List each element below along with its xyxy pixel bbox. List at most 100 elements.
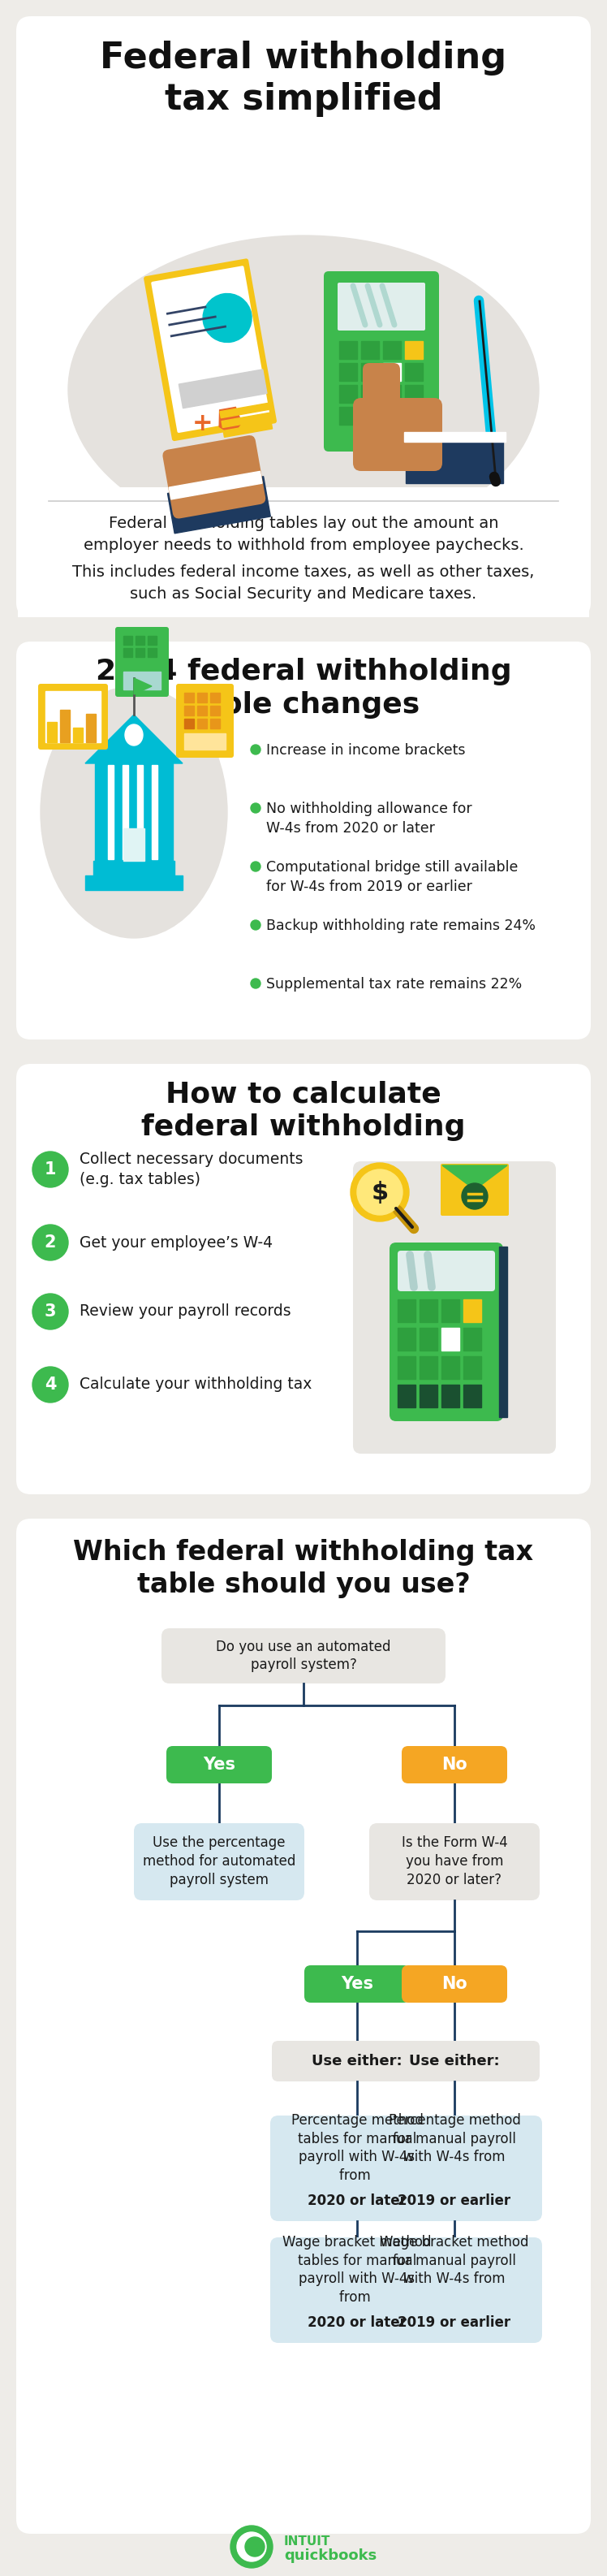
Text: 4: 4 xyxy=(44,1376,56,1394)
Text: Supplemental tax rate remains 22%: Supplemental tax rate remains 22% xyxy=(266,976,522,992)
Bar xyxy=(123,765,128,860)
FancyBboxPatch shape xyxy=(151,265,270,433)
FancyBboxPatch shape xyxy=(368,2239,542,2344)
Bar xyxy=(398,1298,415,1321)
Text: Collect necessary documents
(e.g. tax tables): Collect necessary documents (e.g. tax ta… xyxy=(80,1151,303,1188)
Bar xyxy=(383,340,401,358)
FancyBboxPatch shape xyxy=(16,641,591,1041)
Ellipse shape xyxy=(125,724,143,744)
Bar xyxy=(135,649,144,657)
Text: Percentage method
for manual payroll
with W-4s from: Percentage method for manual payroll wit… xyxy=(388,2112,521,2184)
Bar xyxy=(441,1355,459,1378)
FancyBboxPatch shape xyxy=(144,258,277,440)
Circle shape xyxy=(251,744,260,755)
Bar xyxy=(441,1386,459,1406)
Bar xyxy=(222,412,271,428)
Bar xyxy=(148,636,157,644)
Bar xyxy=(419,1355,438,1378)
Bar xyxy=(361,363,379,381)
FancyBboxPatch shape xyxy=(441,1164,509,1216)
Bar xyxy=(148,649,157,657)
Text: No: No xyxy=(441,1976,467,1991)
Circle shape xyxy=(203,294,252,343)
Bar xyxy=(405,340,423,358)
Text: 2019 or earlier: 2019 or earlier xyxy=(398,2195,511,2208)
Bar xyxy=(398,1355,415,1378)
Bar xyxy=(197,693,207,703)
FancyBboxPatch shape xyxy=(390,1242,503,1422)
Text: 3: 3 xyxy=(44,1303,56,1319)
Text: 2024 federal withholding
table changes: 2024 federal withholding table changes xyxy=(95,657,512,719)
Bar xyxy=(383,384,401,402)
Bar xyxy=(405,363,423,381)
Bar xyxy=(184,706,194,716)
Text: Computational bridge still available
for W-4s from 2019 or earlier: Computational bridge still available for… xyxy=(266,860,518,894)
Bar xyxy=(339,340,357,358)
FancyBboxPatch shape xyxy=(402,1747,507,1783)
Bar xyxy=(398,1386,415,1406)
FancyBboxPatch shape xyxy=(337,283,426,330)
FancyBboxPatch shape xyxy=(176,683,234,757)
Text: No: No xyxy=(441,1757,467,1772)
Bar xyxy=(463,1355,481,1378)
Circle shape xyxy=(32,1151,68,1188)
FancyBboxPatch shape xyxy=(161,1628,446,1685)
Text: INTUIT: INTUIT xyxy=(284,2535,331,2548)
Bar xyxy=(405,435,503,484)
Bar xyxy=(60,711,70,742)
Polygon shape xyxy=(168,317,216,325)
Text: Which federal withholding tax
table should you use?: Which federal withholding tax table shou… xyxy=(73,1538,534,1597)
Bar xyxy=(361,340,379,358)
Text: Yes: Yes xyxy=(203,1757,236,1772)
FancyBboxPatch shape xyxy=(272,2040,443,2081)
Bar xyxy=(463,1386,481,1406)
Bar xyxy=(361,384,379,402)
Circle shape xyxy=(251,860,260,871)
Circle shape xyxy=(251,979,260,989)
Text: quickbooks: quickbooks xyxy=(284,2548,377,2563)
Circle shape xyxy=(251,920,260,930)
Bar xyxy=(73,726,83,742)
Bar xyxy=(419,1327,438,1350)
Text: Wage bracket method
for manual payroll
with W-4s from: Wage bracket method for manual payroll w… xyxy=(380,2233,529,2306)
Bar xyxy=(339,363,357,381)
Bar xyxy=(197,706,207,716)
Bar xyxy=(152,765,157,860)
Bar xyxy=(179,368,267,407)
Bar xyxy=(85,876,183,891)
FancyBboxPatch shape xyxy=(16,15,591,618)
Bar xyxy=(463,1298,481,1321)
Circle shape xyxy=(351,1162,409,1221)
Bar xyxy=(169,471,262,500)
Text: How to calculate
federal withholding: How to calculate federal withholding xyxy=(141,1079,466,1141)
FancyBboxPatch shape xyxy=(353,397,443,471)
Circle shape xyxy=(462,1182,487,1208)
Circle shape xyxy=(32,1224,68,1260)
Bar xyxy=(220,402,269,417)
Text: Federal withholding tables lay out the amount an
employer needs to withhold from: Federal withholding tables lay out the a… xyxy=(83,515,524,554)
Text: No withholding allowance for
W-4s from 2020 or later: No withholding allowance for W-4s from 2… xyxy=(266,801,472,835)
Text: Backup withholding rate remains 24%: Backup withholding rate remains 24% xyxy=(266,920,535,933)
Text: This includes federal income taxes, as well as other taxes,
such as Social Secur: This includes federal income taxes, as w… xyxy=(72,564,535,603)
Bar xyxy=(441,1298,459,1321)
Text: Do you use an automated
payroll system?: Do you use an automated payroll system? xyxy=(216,1638,391,1672)
Polygon shape xyxy=(443,1164,507,1190)
FancyBboxPatch shape xyxy=(369,2040,540,2081)
Bar xyxy=(123,672,161,690)
FancyBboxPatch shape xyxy=(270,2239,445,2344)
Bar xyxy=(499,1247,507,1417)
FancyBboxPatch shape xyxy=(16,1520,591,2535)
Text: Use either:: Use either: xyxy=(312,2053,402,2069)
Bar xyxy=(383,407,401,425)
Bar xyxy=(441,1327,459,1350)
FancyBboxPatch shape xyxy=(16,1064,591,1494)
Circle shape xyxy=(237,2532,266,2561)
Bar xyxy=(137,765,143,860)
Bar xyxy=(184,734,226,750)
Text: Wage bracket method
tables for manual
payroll with W-4s
from: Wage bracket method tables for manual pa… xyxy=(283,2233,432,2306)
Bar xyxy=(86,714,96,742)
Text: Use either:: Use either: xyxy=(409,2053,500,2069)
Bar xyxy=(93,860,174,876)
Bar xyxy=(463,1327,481,1350)
Polygon shape xyxy=(171,327,226,337)
